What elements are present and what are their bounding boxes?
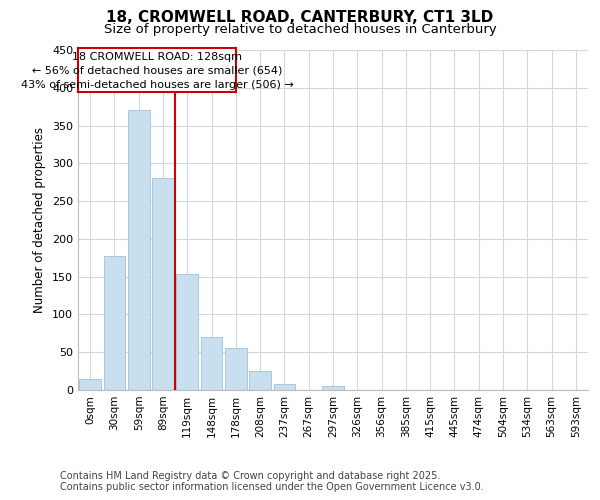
Text: Size of property relative to detached houses in Canterbury: Size of property relative to detached ho…: [104, 22, 496, 36]
Bar: [200, 337, 223, 390]
Bar: [79, 378, 101, 390]
Bar: [78, 48, 236, 92]
Bar: [176, 274, 198, 390]
Text: Contains HM Land Registry data © Crown copyright and database right 2025.
Contai: Contains HM Land Registry data © Crown c…: [60, 471, 484, 492]
Text: 18 CROMWELL ROAD: 128sqm
← 56% of detached houses are smaller (654)
43% of semi-: 18 CROMWELL ROAD: 128sqm ← 56% of detach…: [20, 52, 293, 90]
Y-axis label: Number of detached properties: Number of detached properties: [34, 127, 46, 313]
Bar: [152, 178, 174, 390]
Text: 18, CROMWELL ROAD, CANTERBURY, CT1 3LD: 18, CROMWELL ROAD, CANTERBURY, CT1 3LD: [106, 10, 494, 25]
Bar: [249, 371, 271, 390]
Bar: [322, 386, 344, 390]
Bar: [274, 384, 295, 390]
Bar: [104, 256, 125, 390]
Bar: [128, 110, 149, 390]
Bar: [225, 348, 247, 390]
